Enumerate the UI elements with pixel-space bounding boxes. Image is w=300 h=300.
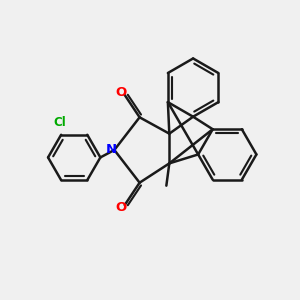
Text: N: N [106,142,117,156]
Text: O: O [116,201,127,214]
Text: O: O [116,86,127,99]
Text: Cl: Cl [53,116,66,129]
